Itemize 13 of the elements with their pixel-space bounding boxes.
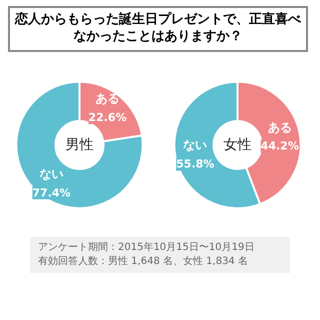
data-label: 55.8% <box>176 157 214 170</box>
text: 男性 <box>66 136 94 153</box>
slice-label: ある <box>268 120 292 134</box>
data-label: 44.2% <box>260 140 299 153</box>
text: アンケート期間：2015年10月15日〜10月19日 <box>38 242 254 253</box>
chart-title: 恋人からもらった誕生日プレゼントで、正直喜べなかったことはありますか？ <box>14 12 302 46</box>
text: 有効回答人数：男性 1,648 名、女性 1,834 名 <box>38 256 248 267</box>
data-label: 77.4% <box>32 186 71 200</box>
data-label: 22.6% <box>88 110 127 124</box>
slice-label: ない <box>39 166 64 181</box>
slice-label: ある <box>96 91 120 106</box>
text: 女性 <box>224 136 252 153</box>
slice-label: ない <box>183 138 208 152</box>
